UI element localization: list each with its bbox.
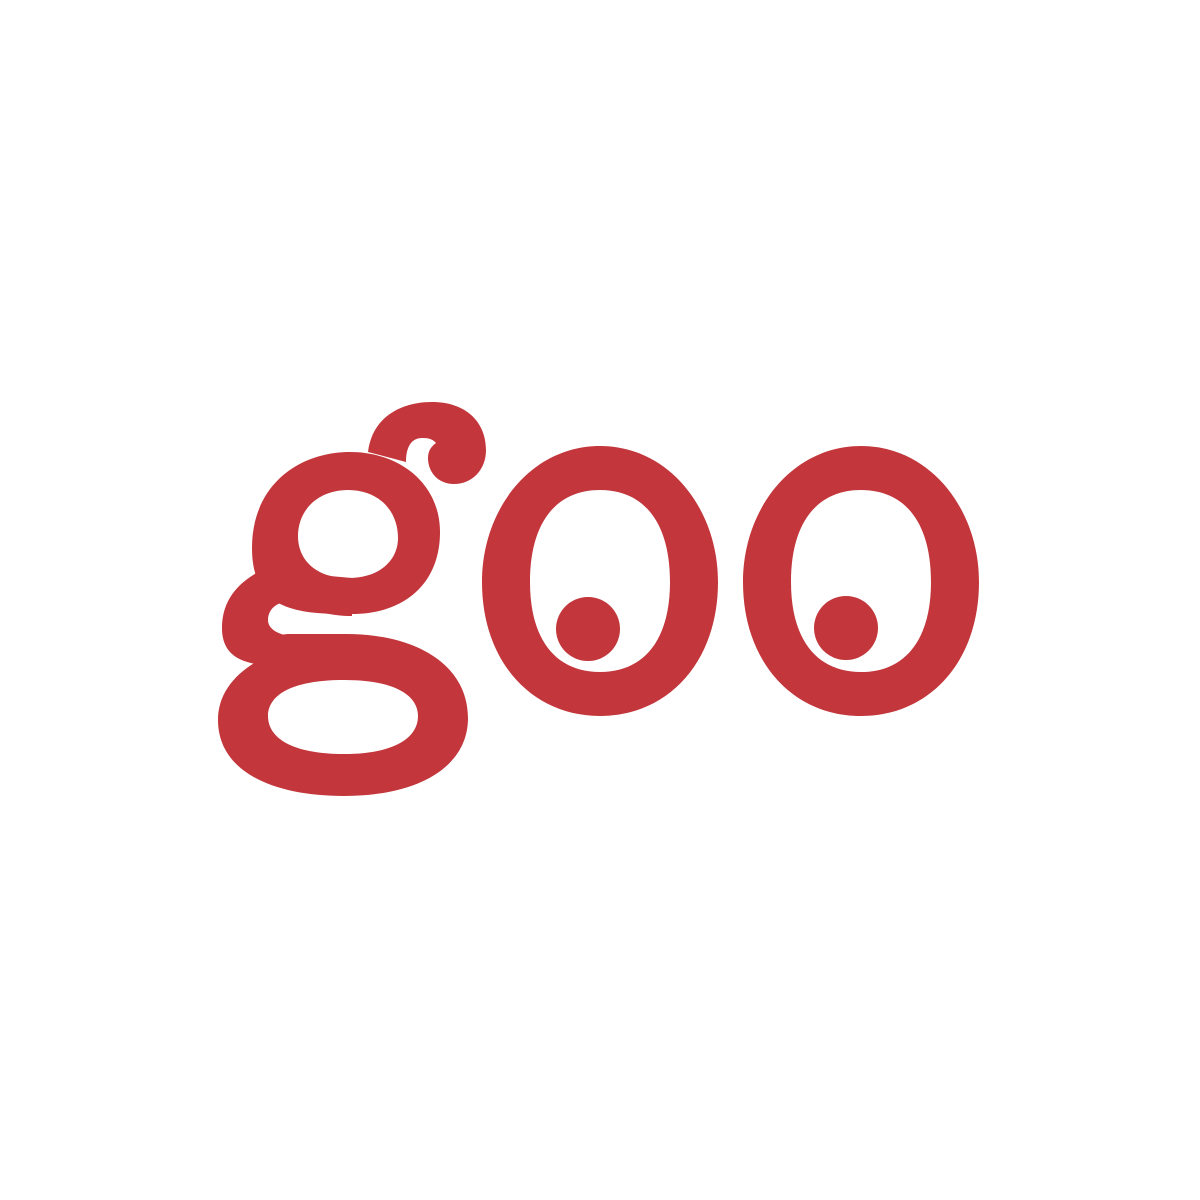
- letter-o-first: [482, 446, 718, 716]
- o-second-ring: [743, 446, 979, 716]
- o-first-ring: [482, 446, 718, 716]
- g-ear: [368, 402, 486, 484]
- o-second-pupil-icon: [814, 596, 878, 660]
- g-lower-loop: [218, 634, 468, 796]
- letter-o-second: [743, 446, 979, 716]
- g-link: [222, 570, 352, 664]
- o-first-pupil-icon: [556, 597, 620, 661]
- letter-g: [218, 402, 486, 796]
